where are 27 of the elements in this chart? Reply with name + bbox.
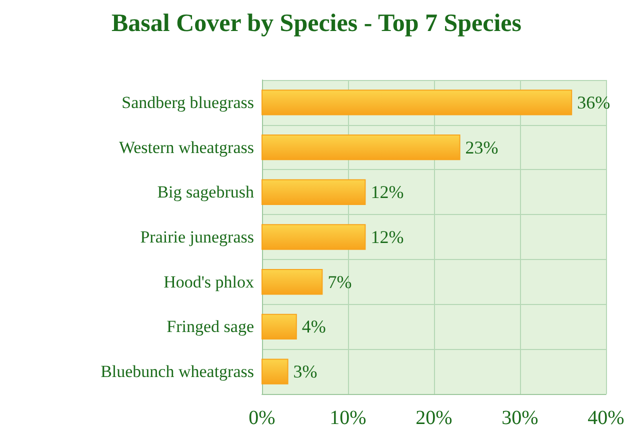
x-tick-label: 40% (588, 407, 624, 429)
bar (262, 314, 297, 340)
data-label: 36% (577, 92, 610, 112)
bar (262, 224, 366, 250)
data-label: 7% (328, 272, 352, 292)
x-tick-label: 20% (416, 407, 452, 429)
data-label: 12% (370, 182, 404, 202)
data-label: 23% (465, 137, 498, 158)
y-tick-label: Sandberg bluegrass (122, 92, 254, 112)
data-label: 12% (370, 227, 404, 247)
data-label: 3% (293, 362, 318, 382)
x-tick-label: 0% (248, 407, 276, 429)
bar (262, 179, 366, 205)
y-tick-label: Fringed sage (166, 317, 254, 336)
chart-title: Basal Cover by Species - Top 7 Species (112, 10, 522, 37)
bar (262, 90, 572, 116)
bar (262, 134, 460, 160)
bar (262, 358, 288, 384)
y-tick-label: Big sagebrush (157, 182, 254, 202)
y-tick-label: Prairie junegrass (140, 228, 254, 246)
y-tick-label: Western wheatgrass (118, 138, 254, 157)
bar (262, 269, 323, 295)
y-tick-label: Hood's phlox (164, 272, 254, 292)
x-tick-label: 30% (502, 407, 538, 429)
data-label: 4% (302, 316, 326, 337)
y-tick-label: Bluebunch wheatgrass (100, 362, 254, 382)
x-tick-label: 10% (330, 407, 366, 429)
